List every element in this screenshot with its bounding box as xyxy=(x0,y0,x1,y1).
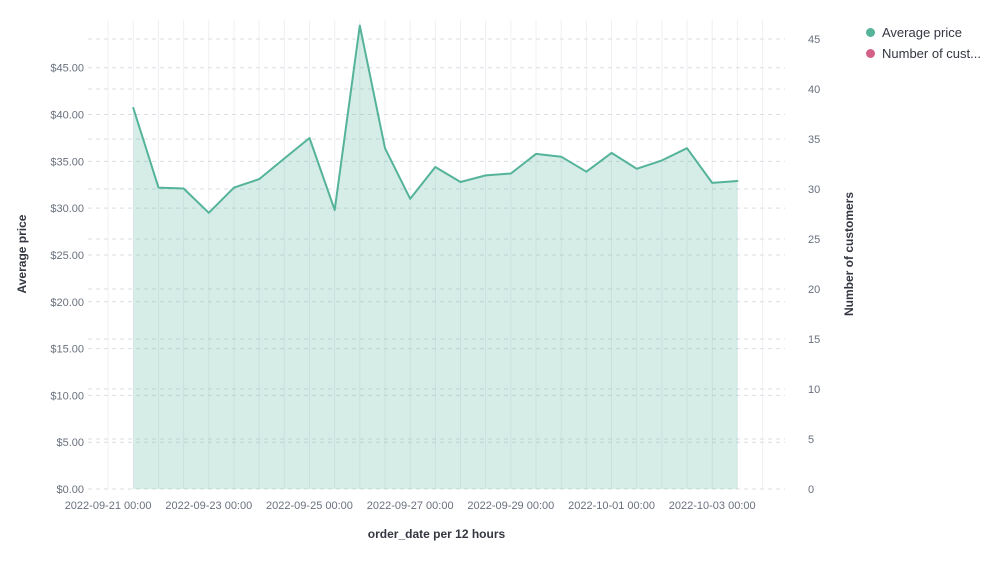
y-axis-tick-label-left: $5.00 xyxy=(56,437,84,449)
y-axis-title-right: Number of customers xyxy=(842,191,856,317)
x-axis-tick-label: 2022-10-03 00:00 xyxy=(669,500,756,512)
x-axis-tick-label: 2022-09-23 00:00 xyxy=(165,500,252,512)
y-axis-tick-label-right: 10 xyxy=(808,384,820,396)
y-axis-tick-label-right: 45 xyxy=(808,34,820,46)
legend: Average price Number of cust... xyxy=(866,25,981,67)
y-axis-tick-label-left: $45.00 xyxy=(50,63,84,75)
y-axis-tick-label-right: 5 xyxy=(808,434,814,446)
x-axis-tick-label: 2022-09-21 00:00 xyxy=(65,500,152,512)
y-axis-tick-label-left: $35.00 xyxy=(50,156,84,168)
y-axis-tick-label-right: 35 xyxy=(808,134,820,146)
y-axis-tick-label-right: 15 xyxy=(808,334,820,346)
y-axis-tick-label-left: $15.00 xyxy=(50,344,84,356)
x-axis-tick-label: 2022-09-25 00:00 xyxy=(266,500,353,512)
legend-label: Average price xyxy=(882,25,962,40)
y-axis-tick-label-left: $10.00 xyxy=(50,390,84,402)
y-axis-tick-label-right: 25 xyxy=(808,234,820,246)
legend-label: Number of cust... xyxy=(882,46,981,61)
y-axis-tick-label-left: $25.00 xyxy=(50,250,84,262)
series-dot-icon xyxy=(866,28,875,37)
x-axis-title: order_date per 12 hours xyxy=(367,527,506,541)
area-fill-average-price xyxy=(133,25,738,489)
x-axis-tick-label: 2022-10-01 00:00 xyxy=(568,500,655,512)
y-axis-tick-label-right: 30 xyxy=(808,184,820,196)
legend-item-average-price[interactable]: Average price xyxy=(866,25,981,40)
line-average-price xyxy=(132,24,739,214)
y-axis-tick-label-left: $20.00 xyxy=(50,297,84,309)
x-axis-tick-label: 2022-09-29 00:00 xyxy=(467,500,554,512)
y-axis-tick-label-left: $40.00 xyxy=(50,110,84,122)
y-axis-title-left: Average price xyxy=(15,214,29,294)
y-axis-tick-label-left: $30.00 xyxy=(50,203,84,215)
y-axis-tick-label-right: 20 xyxy=(808,284,820,296)
y-axis-tick-label-right: 0 xyxy=(808,484,814,496)
y-axis-tick-label-right: 40 xyxy=(808,84,820,96)
y-axis-tick-label-left: $0.00 xyxy=(56,484,84,496)
legend-item-number-of-customers[interactable]: Number of cust... xyxy=(866,46,981,61)
series-dot-icon xyxy=(866,49,875,58)
x-axis-tick-label: 2022-09-27 00:00 xyxy=(367,500,454,512)
